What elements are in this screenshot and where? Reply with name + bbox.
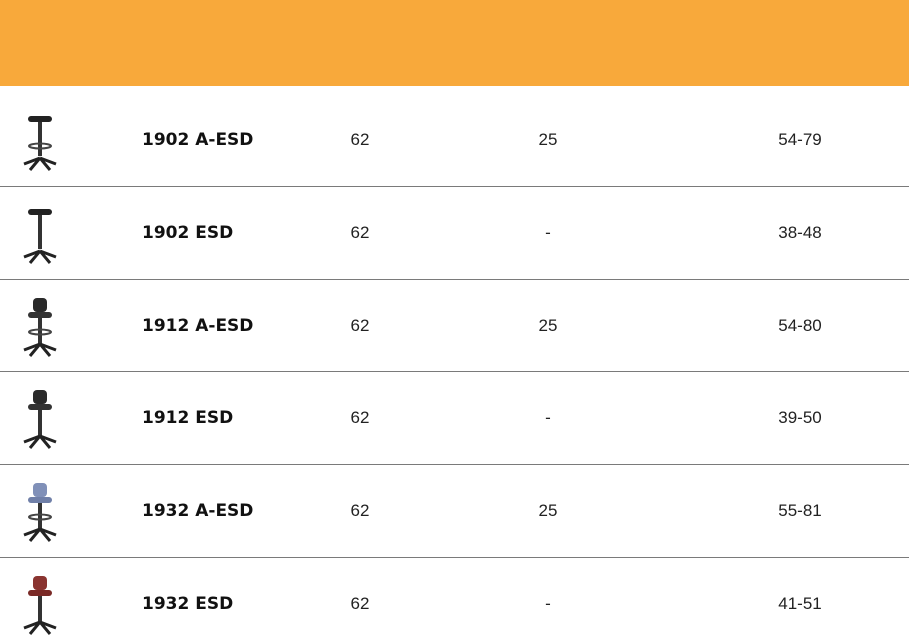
model-name: 1932 A-ESD — [142, 501, 253, 521]
chair-icon — [18, 479, 62, 543]
cell-value: 41-51 — [670, 594, 909, 614]
cell-value: 55-81 — [670, 501, 909, 521]
row-separator — [0, 186, 909, 187]
cell-value: 25 — [418, 316, 678, 336]
row-separator — [0, 371, 909, 372]
chair-icon — [18, 294, 62, 358]
chair-icon — [18, 108, 62, 172]
cell-value: - — [418, 594, 678, 614]
cell-value: 62 — [300, 316, 420, 336]
header-band — [0, 0, 909, 86]
chair-icon — [18, 572, 62, 636]
cell-value: 25 — [418, 501, 678, 521]
cell-value: 62 — [300, 223, 420, 243]
model-name: 1902 A-ESD — [142, 130, 253, 150]
cell-value: 62 — [300, 408, 420, 428]
model-name: 1932 ESD — [142, 594, 233, 614]
row-separator — [0, 279, 909, 280]
row-separator — [0, 464, 909, 465]
cell-value: 39-50 — [670, 408, 909, 428]
cell-value: 62 — [300, 594, 420, 614]
cell-value: 62 — [300, 130, 420, 150]
cell-value: - — [418, 223, 678, 243]
model-name: 1902 ESD — [142, 223, 233, 243]
cell-value: 38-48 — [670, 223, 909, 243]
chair-icon — [18, 201, 62, 265]
cell-value: - — [418, 408, 678, 428]
cell-value: 25 — [418, 130, 678, 150]
chair-icon — [18, 386, 62, 450]
cell-value: 62 — [300, 501, 420, 521]
model-name: 1912 ESD — [142, 408, 233, 428]
model-name: 1912 A-ESD — [142, 316, 253, 336]
row-separator — [0, 557, 909, 558]
cell-value: 54-80 — [670, 316, 909, 336]
cell-value: 54-79 — [670, 130, 909, 150]
page: ModeloBaseØAjuste de Alturade Descansa P… — [0, 0, 909, 643]
